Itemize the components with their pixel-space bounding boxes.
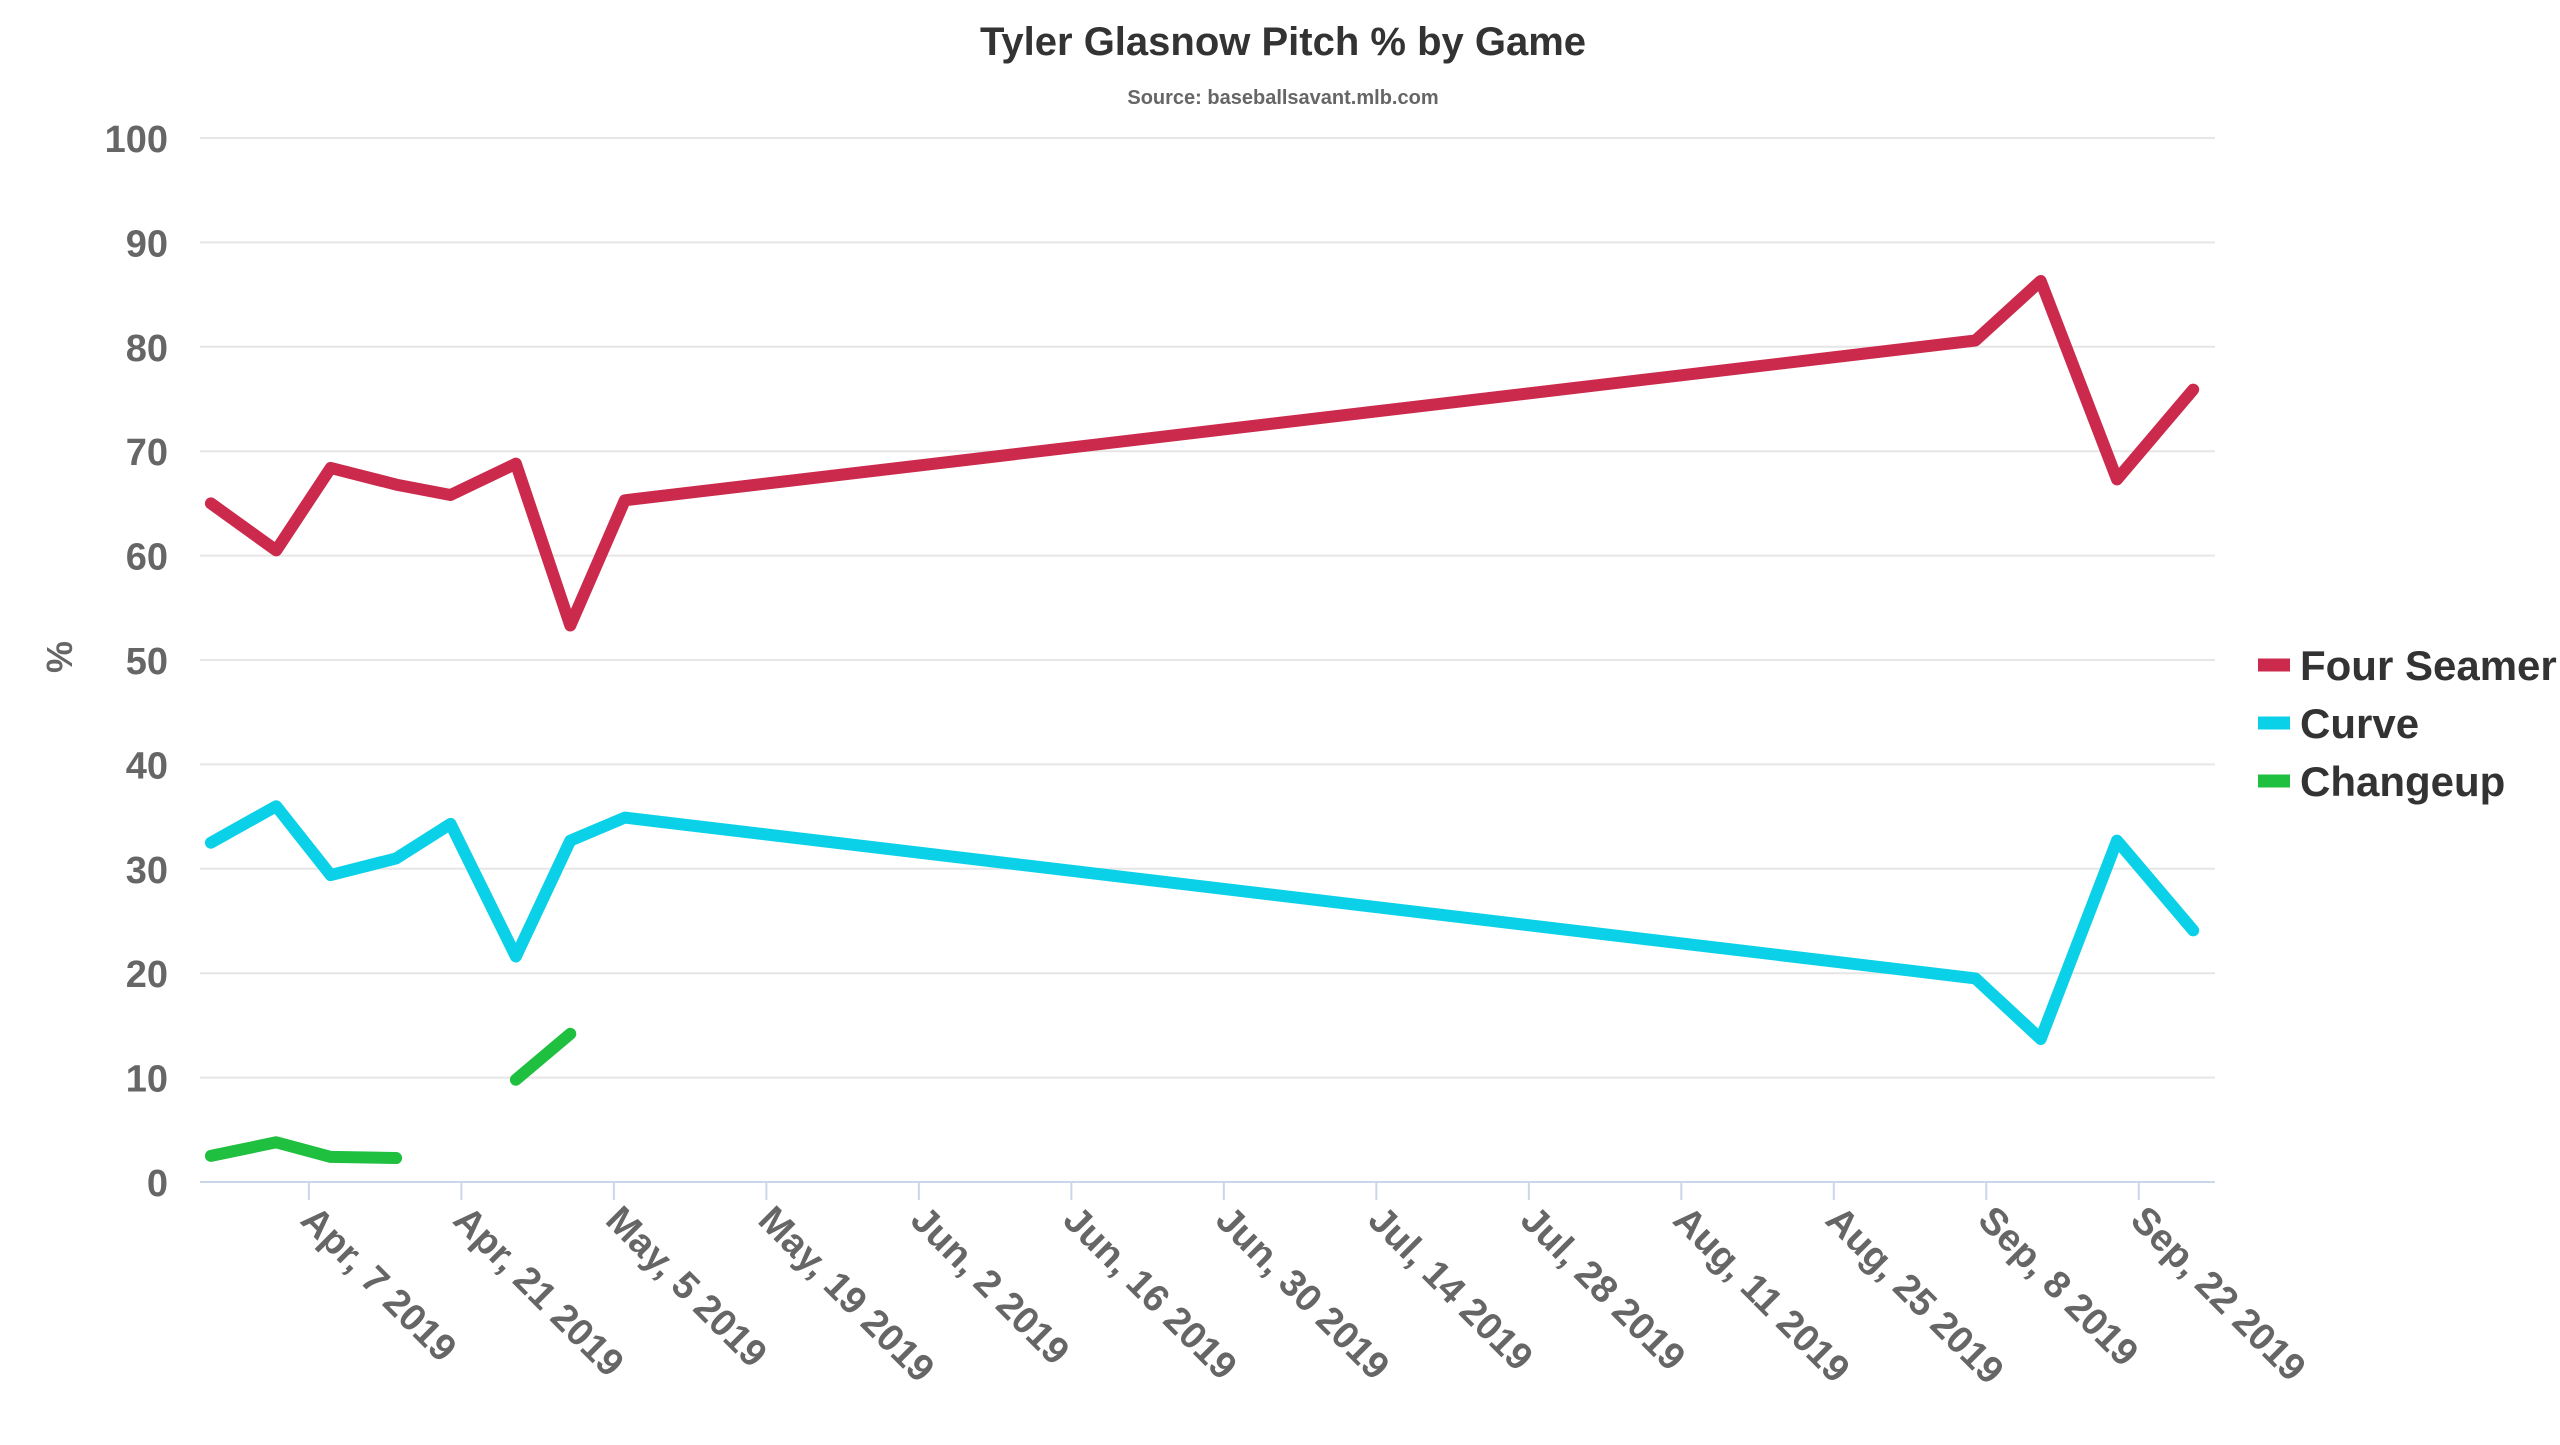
series-lines (204, 275, 2200, 1164)
chart-subtitle: Source: baseballsavant.mlb.com (1127, 87, 1438, 109)
legend-label: Curve (2300, 700, 2419, 747)
y-tick-label: 60 (126, 537, 168, 579)
x-tick-label: Sep, 22 2019 (2122, 1199, 2313, 1390)
y-tick-label: 40 (126, 745, 168, 787)
series-line (204, 800, 2200, 1045)
series-line (204, 275, 2200, 632)
y-tick-labels: 0 10 20 30 40 50 60 70 80 90 100 (105, 119, 168, 1205)
y-tick-label: 20 (126, 954, 168, 996)
y-tick-label: 0 (147, 1163, 168, 1205)
legend-label: Changeup (2300, 758, 2505, 805)
legend-label: Four Seamer (2300, 642, 2557, 689)
x-tick-label: Apr, 7 2019 (293, 1199, 465, 1371)
y-tick-label: 30 (126, 850, 168, 892)
legend: Four Seamer Curve Changeup (2258, 642, 2557, 805)
series-four-seamer (204, 275, 2200, 632)
y-tick-label: 10 (126, 1059, 168, 1101)
series-changeup (204, 1027, 577, 1164)
series-line (204, 1027, 577, 1164)
x-axis (200, 1181, 2215, 1200)
y-tick-label: 100 (105, 119, 168, 161)
y-tick-label: 80 (126, 328, 168, 370)
y-tick-label: 70 (126, 432, 168, 474)
y-tick-label: 90 (126, 223, 168, 265)
y-axis-label: % (39, 641, 80, 673)
grid-lines (200, 137, 2215, 1079)
series-curve (204, 800, 2200, 1045)
x-tick-label: Jul, 28 2019 (1512, 1199, 1693, 1380)
y-tick-label: 50 (126, 641, 168, 683)
chart-title: Tyler Glasnow Pitch % by Game (980, 20, 1586, 64)
